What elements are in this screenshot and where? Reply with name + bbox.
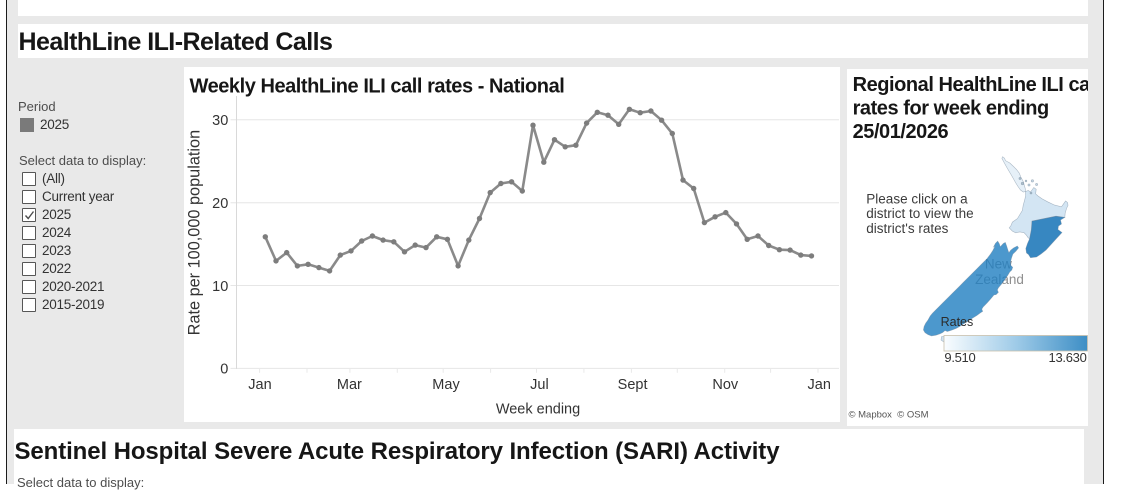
svg-text:Please click on a: Please click on a [866,191,968,206]
svg-text:Rates: Rates [941,314,974,328]
svg-text:10: 10 [212,279,228,295]
svg-text:district's rates: district's rates [866,220,948,235]
svg-text:9.510: 9.510 [944,350,975,365]
svg-text:Regional HealthLine ILI call: Regional HealthLine ILI call [853,74,1088,96]
svg-text:Jan: Jan [808,377,831,393]
svg-text:rates for week ending: rates for week ending [853,97,1049,119]
svg-text:0: 0 [220,362,228,378]
svg-text:Weekly HealthLine ILI call rat: Weekly HealthLine ILI call rates - Natio… [190,76,565,98]
svg-text:20: 20 [212,196,228,212]
svg-text:© Mapbox © OSM: © Mapbox © OSM [849,409,929,420]
svg-text:25/01/2026: 25/01/2026 [853,120,949,142]
svg-text:30: 30 [212,113,228,129]
svg-text:May: May [432,377,460,393]
svg-text:Week ending: Week ending [496,402,580,418]
svg-text:district to view the: district to view the [866,206,973,221]
svg-text:Mar: Mar [337,377,362,393]
svg-text:Jul: Jul [530,377,549,393]
svg-text:Jan: Jan [248,377,271,393]
svg-text:Sept: Sept [618,377,648,393]
svg-text:Rate per 100,000 population: Rate per 100,000 population [186,130,204,336]
svg-text:Nov: Nov [712,377,739,393]
svg-text:13.630: 13.630 [1049,350,1087,365]
